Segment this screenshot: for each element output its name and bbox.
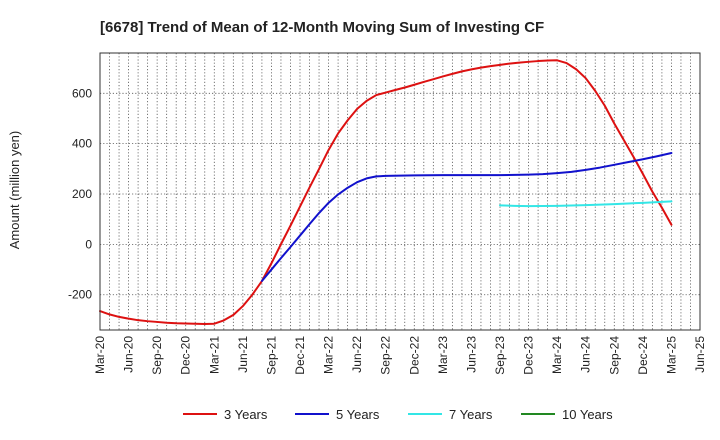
legend-label: 5 Years — [336, 407, 380, 422]
x-tick-label: Dec-23 — [522, 336, 536, 375]
x-tick-label: Mar-23 — [436, 336, 450, 374]
plot-area — [100, 53, 700, 330]
x-tick-label: Dec-22 — [407, 336, 421, 375]
plot-border — [99, 52, 701, 331]
x-tick-label: Sep-20 — [150, 336, 164, 375]
x-tick-label: Dec-21 — [293, 336, 307, 375]
y-tick-label: -200 — [68, 288, 92, 302]
x-tick-label: Mar-20 — [93, 336, 107, 374]
x-tick-label: Sep-24 — [607, 336, 621, 375]
x-tick-label: Sep-23 — [493, 336, 507, 375]
x-tick-label: Dec-24 — [636, 336, 650, 375]
x-tick-label: Jun-24 — [579, 336, 593, 373]
x-tick-label: Mar-25 — [664, 336, 678, 374]
legend-label: 10 Years — [562, 407, 613, 422]
series-layer — [99, 59, 673, 325]
series-line-2 — [261, 151, 673, 282]
legend: 3 Years 5 Years 7 Years 10 Years — [183, 407, 613, 422]
x-tick-label: Mar-21 — [207, 336, 221, 374]
axis-layer: -200 0 200 400 600 Mar-20 Jun-20 Sep-20 Dec-20 Ma… — [68, 52, 707, 375]
y-tick-label: 400 — [72, 137, 92, 151]
x-tick-label: Jun-25 — [693, 336, 707, 373]
x-tick-label: Jun-20 — [122, 336, 136, 373]
legend-label: 3 Years — [224, 407, 268, 422]
x-tick-label: Jun-22 — [350, 336, 364, 373]
x-tick-label: Sep-22 — [379, 336, 393, 375]
y-tick-label: 200 — [72, 187, 92, 201]
x-tick-label: Jun-23 — [464, 336, 478, 373]
x-tick-label: Mar-22 — [322, 336, 336, 374]
y-tick-label: 0 — [85, 237, 92, 251]
x-tick-label: Dec-20 — [179, 336, 193, 375]
y-axis-label: Amount (million yen) — [7, 131, 22, 250]
chart-title: [6678] Trend of Mean of 12-Month Moving … — [100, 19, 544, 36]
series-line-3 — [499, 200, 673, 208]
series-line-1 — [99, 59, 673, 325]
x-tick-label: Jun-21 — [236, 336, 250, 373]
x-tick-label: Mar-24 — [550, 336, 564, 374]
x-tick-label: Sep-21 — [264, 336, 278, 375]
grid-layer — [100, 53, 700, 330]
y-tick-label: 600 — [72, 86, 92, 100]
legend-label: 7 Years — [449, 407, 493, 422]
